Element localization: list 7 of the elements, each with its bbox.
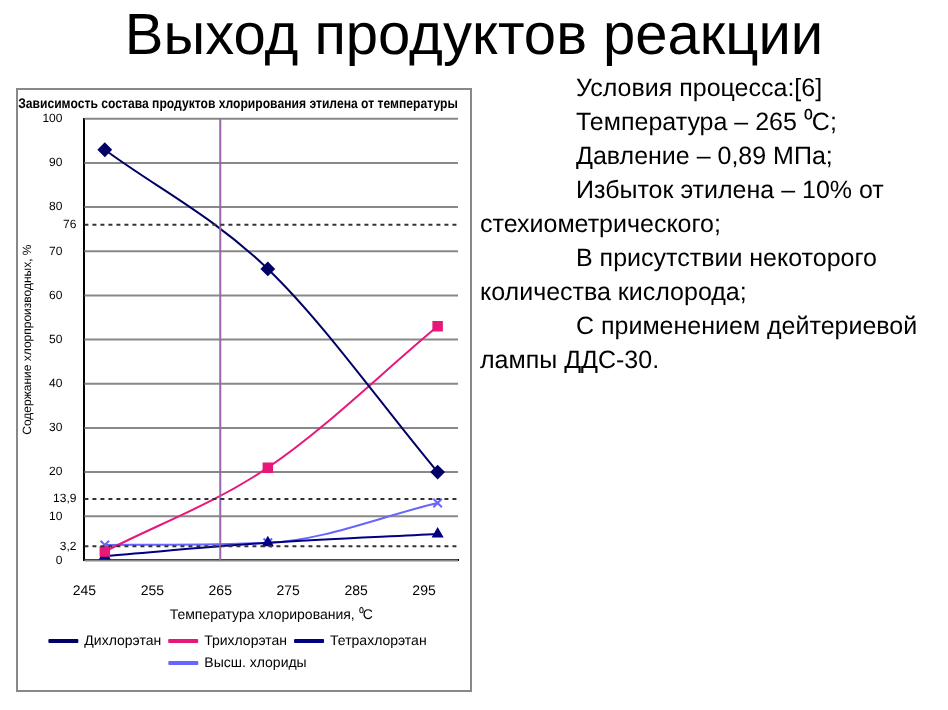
text: Условия процесса:[6] — [574, 72, 825, 106]
text: В присутствии некоторого количества кислорода; — [480, 242, 879, 310]
text: С применением дейтериевой лампы ДДС-30. — [480, 310, 920, 378]
text: Избыток этилена – 10% от стехиометрического; — [480, 174, 886, 242]
text: Давление – 0,89 МПа; — [574, 140, 835, 174]
chart-title: Выход продуктов реакции — [122, 4, 826, 70]
text: Температура – 265 ⁰С; — [574, 106, 839, 140]
